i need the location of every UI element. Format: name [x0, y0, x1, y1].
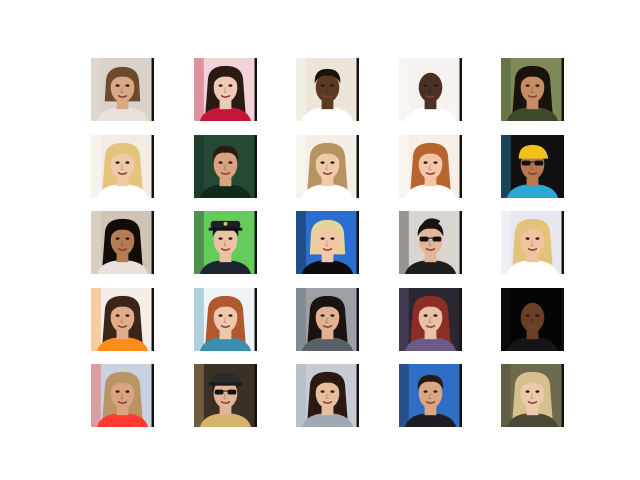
face-thumbnail-r2-c3 [296, 135, 359, 198]
face-thumbnail-r4-c4 [399, 288, 462, 351]
face-thumbnail-r3-c3 [296, 211, 359, 274]
face-thumbnail-r5-c4 [399, 364, 462, 427]
face-image [501, 135, 564, 198]
face-image [501, 288, 564, 351]
face-image [296, 211, 359, 274]
face-thumbnail-r1-c3 [296, 58, 359, 121]
face-thumbnail-r5-c3 [296, 364, 359, 427]
face-thumbnail-r2-c5 [501, 135, 564, 198]
face-image [91, 58, 154, 121]
face-image [194, 211, 257, 274]
face-image [399, 58, 462, 121]
face-thumbnail-r1-c1 [91, 58, 154, 121]
face-thumbnail-r1-c2 [194, 58, 257, 121]
face-image [296, 58, 359, 121]
face-thumbnail-r5-c5 [501, 364, 564, 427]
face-image [91, 211, 154, 274]
face-image [91, 135, 154, 198]
face-thumbnail-r3-c5 [501, 211, 564, 274]
face-thumbnail-r1-c5 [501, 58, 564, 121]
face-image [91, 288, 154, 351]
face-thumbnail-r4-c1 [91, 288, 154, 351]
face-image [194, 58, 257, 121]
face-thumbnail-r2-c2 [194, 135, 257, 198]
face-image [194, 364, 257, 427]
face-image [399, 364, 462, 427]
face-thumbnail-r2-c4 [399, 135, 462, 198]
face-thumbnail-r5-c1 [91, 364, 154, 427]
face-thumbnail-r3-c2 [194, 211, 257, 274]
face-image [501, 211, 564, 274]
face-image [501, 364, 564, 427]
face-thumbnail-r5-c2 [194, 364, 257, 427]
face-thumbnail-r2-c1 [91, 135, 154, 198]
face-thumbnail-r4-c5 [501, 288, 564, 351]
face-image [399, 211, 462, 274]
face-image [399, 288, 462, 351]
face-thumbnail-r4-c3 [296, 288, 359, 351]
face-thumbnail-r4-c2 [194, 288, 257, 351]
face-image [91, 364, 154, 427]
face-thumbnail-r3-c1 [91, 211, 154, 274]
face-thumbnail-r1-c4 [399, 58, 462, 121]
face-image [296, 135, 359, 198]
face-image [194, 288, 257, 351]
face-image [296, 288, 359, 351]
face-image [296, 364, 359, 427]
face-image [194, 135, 257, 198]
face-thumbnail-r3-c4 [399, 211, 462, 274]
face-image [399, 135, 462, 198]
face-image [501, 58, 564, 121]
